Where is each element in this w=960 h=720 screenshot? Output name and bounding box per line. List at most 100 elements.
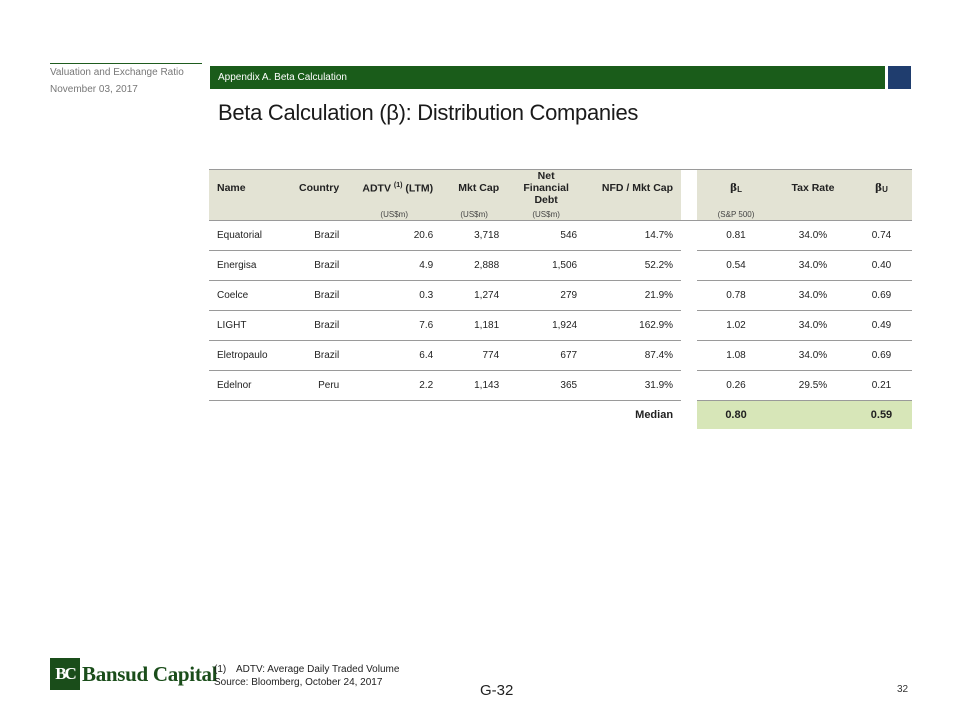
- cell-tax-rate: 34.0%: [775, 340, 851, 371]
- cell-name: LIGHT: [209, 310, 291, 341]
- header-rule: [50, 63, 202, 64]
- beta-u-symbol: β: [875, 182, 883, 194]
- adtv-suffix: (LTM): [405, 182, 434, 195]
- cell-country: Brazil: [290, 220, 348, 251]
- table-row: Coelce Brazil 0.3 1,274 279 21.9% 0.78 3…: [209, 280, 912, 311]
- beta-l-subscript: L: [737, 185, 742, 194]
- accent-square: [888, 66, 911, 89]
- col-header-mkt-cap: Mkt Cap: [441, 169, 508, 206]
- cell-nfd: 365: [507, 370, 586, 401]
- unit-mkt-cap: (US$m): [441, 206, 508, 220]
- cell-beta-u: 0.40: [850, 250, 912, 281]
- cell-tax-rate: 34.0%: [775, 310, 851, 341]
- page-code: G-32: [480, 682, 514, 699]
- cell-adtv: 7.6: [347, 310, 442, 341]
- cell-mkt-cap: 1,181: [441, 310, 508, 341]
- document-header: Valuation and Exchange Ratio November 03…: [50, 63, 202, 96]
- cell-mkt-cap: 1,274: [441, 280, 508, 311]
- cell-country: Brazil: [290, 340, 348, 371]
- table-row: LIGHT Brazil 7.6 1,181 1,924 162.9% 1.02…: [209, 310, 912, 341]
- bansud-capital-logo: BC Bansud Capital: [50, 658, 218, 690]
- cell-beta-l: 1.02: [697, 310, 775, 341]
- cell-nfd: 1,924: [507, 310, 586, 341]
- section-bar: Appendix A. Beta Calculation: [210, 66, 885, 89]
- logo-mark: BC: [50, 658, 80, 690]
- footnote-number: (1): [214, 664, 227, 675]
- footnote-text: ADTV: Average Daily Traded Volume: [236, 664, 400, 675]
- cell-name: Eletropaulo: [209, 340, 291, 371]
- document-date: November 03, 2017: [50, 84, 138, 95]
- cell-nfd-mkt-cap: 162.9%: [585, 310, 682, 341]
- cell-mkt-cap: 3,718: [441, 220, 508, 251]
- cell-tax-rate: 34.0%: [775, 250, 851, 281]
- footnotes: (1) ADTV: Average Daily Traded Volume Sou…: [214, 663, 399, 689]
- cell-nfd-mkt-cap: 87.4%: [585, 340, 682, 371]
- cell-country: Brazil: [290, 280, 348, 311]
- median-beta-u: 0.59: [850, 400, 912, 429]
- cell-mkt-cap: 774: [441, 340, 508, 371]
- footnote-1: (1) ADTV: Average Daily Traded Volume: [214, 663, 399, 676]
- cell-country: Brazil: [290, 310, 348, 341]
- cell-nfd: 279: [507, 280, 586, 311]
- cell-nfd-mkt-cap: 52.2%: [585, 250, 682, 281]
- cell-beta-l: 1.08: [697, 340, 775, 371]
- cell-name: Edelnor: [209, 370, 291, 401]
- cell-adtv: 4.9: [347, 250, 442, 281]
- cell-beta-u: 0.21: [850, 370, 912, 401]
- cell-beta-u: 0.74: [850, 220, 912, 251]
- col-header-nfd-mkt-cap: NFD / Mkt Cap: [585, 169, 682, 206]
- logo-mark-letters: BC: [55, 664, 77, 683]
- median-beta-l: 0.80: [697, 400, 775, 429]
- cell-nfd-mkt-cap: 31.9%: [585, 370, 682, 401]
- col-header-name: Name: [209, 169, 291, 206]
- page-title: Beta Calculation (β): Distribution Compa…: [218, 100, 639, 125]
- cell-beta-u: 0.49: [850, 310, 912, 341]
- cell-nfd-mkt-cap: 21.9%: [585, 280, 682, 311]
- col-header-adtv: ADTV (1) (LTM): [347, 169, 442, 206]
- cell-mkt-cap: 2,888: [441, 250, 508, 281]
- col-header-beta-unlevered: βU: [850, 169, 912, 206]
- cell-mkt-cap: 1,143: [441, 370, 508, 401]
- cell-tax-rate: 29.5%: [775, 370, 851, 401]
- cell-nfd: 677: [507, 340, 586, 371]
- cell-name: Coelce: [209, 280, 291, 311]
- unit-adtv: (US$m): [347, 206, 442, 220]
- logo-text: Bansud Capital: [82, 661, 218, 686]
- cell-beta-l: 0.78: [697, 280, 775, 311]
- cell-country: Peru: [290, 370, 348, 401]
- table-row: Eletropaulo Brazil 6.4 774 677 87.4% 1.0…: [209, 340, 912, 371]
- adtv-footnote-ref: (1): [393, 181, 403, 189]
- nfd-label-line2: Debt: [534, 194, 558, 206]
- document-title: Valuation and Exchange Ratio: [50, 67, 184, 78]
- beta-l-symbol: β: [730, 182, 738, 194]
- table-units-row: (US$m) (US$m) (US$m) (S&P 500): [209, 206, 912, 220]
- table-row: Edelnor Peru 2.2 1,143 365 31.9% 0.26 29…: [209, 370, 912, 401]
- table-header-row: Name Country ADTV (1) (LTM) Mkt Cap Net …: [209, 169, 912, 206]
- cell-adtv: 20.6: [347, 220, 442, 251]
- cell-adtv: 2.2: [347, 370, 442, 401]
- cell-beta-u: 0.69: [850, 340, 912, 371]
- cell-nfd: 1,506: [507, 250, 586, 281]
- cell-adtv: 6.4: [347, 340, 442, 371]
- col-header-nfd: Net Financial Debt: [507, 169, 586, 206]
- cell-country: Brazil: [290, 250, 348, 281]
- adtv-label: ADTV: [362, 182, 391, 195]
- cell-beta-l: 0.81: [697, 220, 775, 251]
- cell-tax-rate: 34.0%: [775, 220, 851, 251]
- column-gap: [681, 169, 698, 206]
- cell-beta-l: 0.54: [697, 250, 775, 281]
- table-row: Energisa Brazil 4.9 2,888 1,506 52.2% 0.…: [209, 250, 912, 281]
- col-header-country: Country: [290, 169, 348, 206]
- cell-nfd: 546: [507, 220, 586, 251]
- col-header-beta-levered: βL: [697, 169, 775, 206]
- table-row: Equatorial Brazil 20.6 3,718 546 14.7% 0…: [209, 220, 912, 251]
- median-label: Median: [635, 408, 674, 421]
- cell-beta-l: 0.26: [697, 370, 775, 401]
- cell-tax-rate: 34.0%: [775, 280, 851, 311]
- page-number: 32: [897, 684, 909, 695]
- beta-u-subscript: U: [882, 185, 888, 194]
- cell-name: Energisa: [209, 250, 291, 281]
- cell-nfd-mkt-cap: 14.7%: [585, 220, 682, 251]
- unit-beta-l: (S&P 500): [697, 206, 775, 220]
- median-row: Median 0.80 0.59: [209, 400, 912, 429]
